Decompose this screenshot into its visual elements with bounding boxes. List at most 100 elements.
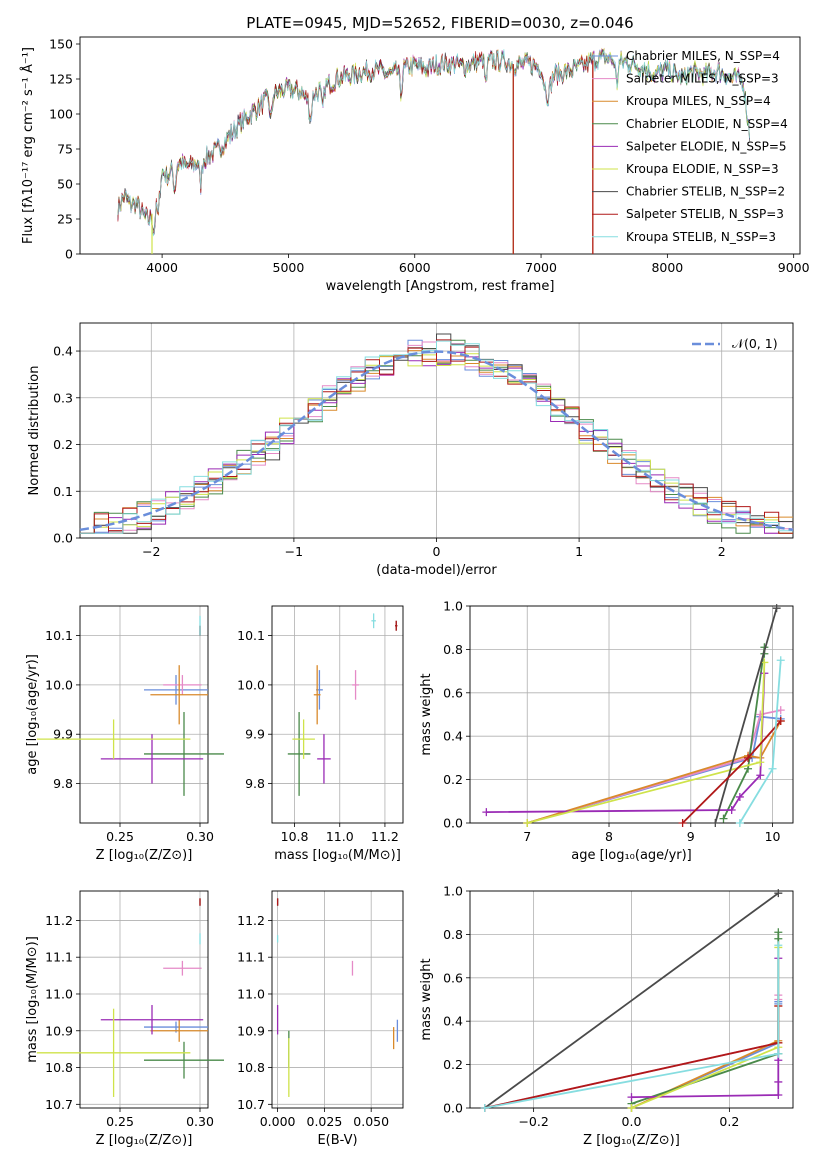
- spectrum-panel: 4000 5000 6000 7000 8000 9000 0 25 50 75 100 125 150…: [20, 14, 810, 294]
- axes-frame: [79, 890, 209, 1109]
- x-tick-label: 0.050: [353, 1114, 389, 1129]
- weight-marker: [744, 753, 753, 762]
- weight-marker: [776, 717, 785, 726]
- weight-marker: [756, 771, 765, 780]
- x-tick-label: 0.025: [307, 1114, 343, 1129]
- weight-marker: [768, 764, 777, 773]
- y-tick-label: 0.1: [53, 484, 73, 499]
- weight-marker: [774, 1049, 783, 1058]
- y-tick-label: 0.8: [443, 642, 463, 657]
- axes-frame: [79, 36, 801, 255]
- x-axis-label: Z [log₁₀(Z/Z⊙)]: [96, 1133, 193, 1148]
- x-tick-label: 0.000: [260, 1114, 296, 1129]
- y-tick-label: 1.0: [443, 884, 463, 899]
- weight-marker: [735, 792, 744, 801]
- legend-label: Kroupa MILES, N_SSP=4: [626, 94, 771, 108]
- y-tick-label: 11.2: [45, 913, 73, 928]
- y-tick-label: 10.9: [45, 1023, 73, 1038]
- age-vs-metallicity-panel: 0.25 0.30 9.8 9.9 10.0 10.1 Z [log₁₀(Z/Z⊙)] age…: [25, 605, 224, 863]
- x-axis-label: Z [log₁₀(Z/Z⊙)]: [96, 848, 193, 863]
- x-tick-label: 10.8: [281, 829, 309, 844]
- mass-vs-extinction-panel: 0.000 0.025 0.050 10.7 10.8 10.9 11.0 11.1 11.2 E…: [237, 890, 404, 1148]
- y-tick-label: 0.4: [443, 1014, 463, 1029]
- legend-label: Chabrier MILES, N_SSP=4: [626, 49, 780, 63]
- cumulative-weight-line: [484, 892, 779, 1109]
- legend-label: Kroupa STELIB, N_SSP=3: [626, 230, 776, 244]
- spectrum-series-line: [117, 49, 750, 237]
- weight-marker: [482, 808, 491, 817]
- residual-histogram-panel: −2 −1 0 1 2 0.0 0.1 0.2 0.3 0.4 (data-model)/error…: [27, 322, 794, 578]
- residual-histogram-steps: [80, 340, 793, 534]
- y-tick-label: 150: [49, 37, 73, 52]
- x-tick-label: 10: [765, 829, 781, 844]
- axes-frame: [79, 322, 794, 539]
- y-tick-label: 10.7: [45, 1097, 73, 1112]
- y-axis-label: Flux [fλ10⁻¹⁷ erg cm⁻² s⁻¹ Å⁻¹]: [20, 47, 36, 244]
- x-tick-label: 0.30: [186, 829, 214, 844]
- weight-marker: [774, 1090, 783, 1099]
- y-tick-label: 11.2: [237, 913, 265, 928]
- y-tick-label: 11.1: [237, 950, 265, 965]
- y-tick-label: 75: [57, 142, 73, 157]
- y-tick-label: 0.2: [443, 772, 463, 787]
- axes-frame: [79, 605, 209, 824]
- weight-marker: [776, 706, 785, 715]
- weight-marker: [711, 819, 720, 827]
- y-tick-label: 10.8: [45, 1060, 73, 1075]
- x-axis-label: (data-model)/error: [376, 563, 497, 578]
- y-tick-label: 125: [49, 72, 73, 87]
- x-tick-label: 9: [687, 829, 695, 844]
- y-axis-label: age [log₁₀(age/yr)]: [25, 654, 40, 775]
- weight-marker: [774, 889, 783, 898]
- weight-marker: [719, 814, 728, 823]
- y-tick-label: 0.0: [443, 816, 463, 831]
- legend-label: Salpeter ELODIE, N_SSP=5: [626, 139, 787, 153]
- y-tick-label: 0.4: [53, 344, 73, 359]
- cumulative-weight-line: [526, 720, 782, 824]
- y-tick-label: 0.6: [443, 685, 463, 700]
- weight-marker: [523, 819, 532, 827]
- y-tick-label: 10.9: [237, 1023, 265, 1038]
- weight-marker: [727, 805, 736, 814]
- cumulative-weight-line: [631, 1001, 780, 1109]
- age-vs-mass-panel: 10.8 11.0 11.2 9.8 9.9 10.0 10.1 mass [log₁₀(M/…: [237, 605, 404, 863]
- x-tick-label: 0.0: [622, 1114, 642, 1129]
- y-tick-label: 0: [65, 247, 73, 262]
- x-tick-label: 8000: [651, 260, 683, 275]
- weight-marker: [774, 1077, 783, 1086]
- x-axis-label: E(B-V): [317, 1133, 357, 1148]
- x-tick-label: 4000: [146, 260, 178, 275]
- cumulative-weight-line: [526, 662, 766, 824]
- x-tick-label: 2: [718, 544, 726, 559]
- weight-marker: [772, 604, 781, 613]
- y-tick-label: 10.7: [237, 1097, 265, 1112]
- axes-frame: [469, 605, 794, 824]
- x-tick-label: 6000: [399, 260, 431, 275]
- cumulative-weight-line: [526, 715, 781, 824]
- y-tick-label: 9.9: [53, 727, 73, 742]
- weight-marker: [627, 1093, 636, 1102]
- mass-weight-vs-metallicity-panel: −0.2 0.0 0.2 0.0 0.2 0.4 0.6 0.8 1.0 Z [log₁₀(Z/Z…: [419, 884, 794, 1148]
- y-tick-label: 11.0: [45, 986, 73, 1001]
- axes-frame: [271, 890, 404, 1109]
- x-axis-label: mass [log₁₀(M/M⊙)]: [274, 848, 401, 863]
- x-tick-label: −2: [142, 544, 160, 559]
- x-axis-label: age [log₁₀(age/yr)]: [571, 848, 692, 863]
- weight-marker: [756, 758, 765, 767]
- y-axis-label: mass [log₁₀(M/M⊙)]: [25, 936, 40, 1063]
- y-tick-label: 10.1: [237, 628, 265, 643]
- legend-label: Chabrier ELODIE, N_SSP=4: [626, 117, 788, 131]
- x-tick-label: 7: [523, 829, 531, 844]
- x-axis-label: wavelength [Angstrom, rest frame]: [326, 279, 555, 294]
- y-tick-label: 11.0: [237, 986, 265, 1001]
- weight-marker: [774, 941, 783, 950]
- residual-histogram-steps: [80, 353, 793, 534]
- x-tick-label: 11.0: [326, 829, 354, 844]
- y-tick-label: 9.8: [245, 776, 265, 791]
- weight-marker: [678, 819, 687, 827]
- axes-frame: [271, 605, 404, 824]
- x-tick-label: 0.30: [186, 1114, 214, 1129]
- x-tick-label: 0: [433, 544, 441, 559]
- x-tick-label: 7000: [525, 260, 557, 275]
